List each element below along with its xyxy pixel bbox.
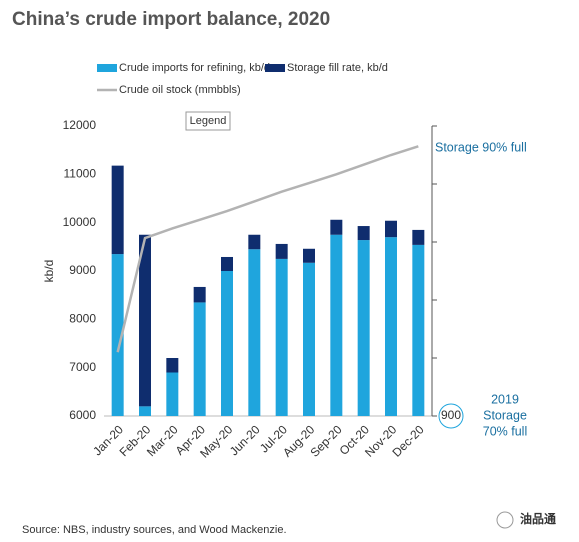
bar (357, 226, 370, 241)
y2-tick-circle (438, 403, 464, 429)
bar (303, 248, 315, 263)
line (116, 145, 419, 353)
bar (193, 286, 206, 303)
bar (221, 271, 233, 416)
y-tick-label: 8000 (69, 312, 96, 326)
bar (385, 237, 397, 416)
bar (221, 256, 233, 271)
x-tick-label: Jun-20 (227, 422, 263, 458)
y-tick-label: 9000 (69, 263, 96, 277)
bar (275, 258, 288, 416)
chart-title: China’s crude import balance, 2020 (12, 9, 330, 30)
bar (303, 262, 315, 416)
bar (139, 234, 151, 407)
legend-swatch (265, 64, 285, 72)
watermark: 油品通 (520, 511, 556, 526)
y2-tick-label: 900 (441, 408, 461, 422)
bar (330, 234, 343, 416)
legend-title: Legend (190, 115, 227, 127)
y-tick-label: 10000 (63, 215, 97, 229)
bar (166, 358, 179, 373)
source: Source: NBS, industry sources, and Wood … (22, 524, 287, 536)
bar (412, 229, 425, 245)
x-tick-label: Mar-20 (144, 422, 181, 459)
legend-label: Storage fill rate, kb/d (287, 62, 388, 74)
bar (412, 244, 425, 416)
annotation: 70% full (483, 424, 527, 438)
bar (357, 240, 370, 416)
bar (193, 302, 206, 416)
bar (248, 234, 261, 250)
legend-label: Crude imports for refining, kb/d (119, 62, 270, 74)
x-tick-label: Sep-20 (307, 422, 344, 459)
bar (139, 406, 151, 416)
y-tick-label: 7000 (69, 360, 96, 374)
y-axis-label: kb/d (42, 260, 56, 283)
bar (385, 220, 397, 238)
x-tick-label: Dec-20 (389, 422, 426, 459)
bar (248, 249, 261, 416)
legend-swatch (97, 64, 117, 72)
legend-button (185, 111, 231, 131)
bar (275, 243, 288, 259)
legend-label: Crude oil stock (mmbbls) (119, 84, 241, 96)
annotation: 2019 (491, 392, 519, 406)
bar (330, 219, 343, 235)
bar (111, 254, 124, 416)
y-tick-label: 6000 (69, 408, 96, 422)
y-tick-label: 12000 (63, 118, 97, 132)
annotation: Storage (483, 408, 527, 422)
y-tick-label: 11000 (64, 167, 97, 181)
bar (111, 165, 124, 255)
watermark-icon (496, 511, 514, 529)
bar (166, 372, 179, 416)
annotation: Storage 90% full (435, 140, 527, 154)
